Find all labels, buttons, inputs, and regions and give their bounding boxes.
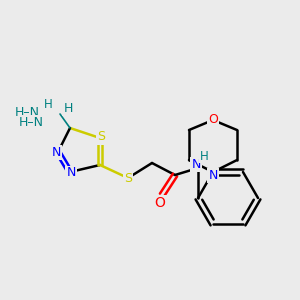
Text: H: H [44, 98, 52, 110]
Text: H: H [200, 149, 208, 163]
Text: O: O [208, 112, 218, 125]
Text: S: S [124, 172, 132, 185]
Text: H–N: H–N [15, 106, 40, 119]
Text: N: N [66, 167, 76, 179]
Text: H–N: H–N [19, 116, 44, 128]
Text: S: S [97, 130, 105, 143]
Text: H: H [63, 101, 73, 115]
Text: N: N [191, 158, 201, 170]
Text: N: N [208, 169, 218, 182]
Text: O: O [154, 196, 165, 210]
Text: N: N [51, 146, 61, 158]
